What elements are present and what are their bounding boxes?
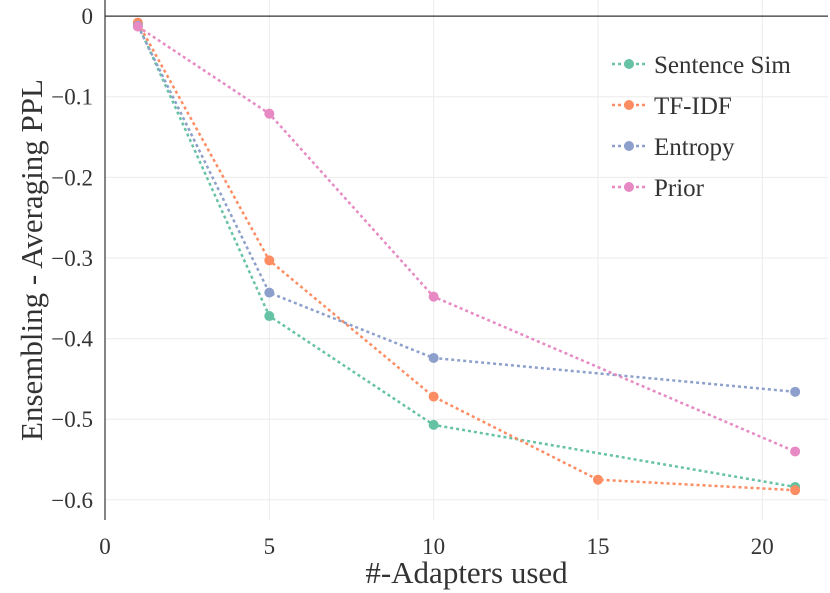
x-tick-label: 5 (264, 534, 276, 559)
x-tick-label: 20 (751, 534, 774, 559)
y-tick-label: −0.5 (51, 407, 93, 432)
legend-marker (624, 141, 634, 151)
series-line (136, 21, 796, 492)
data-point (264, 311, 275, 322)
data-point (790, 446, 801, 457)
data-point (790, 386, 801, 397)
series-line (137, 25, 796, 453)
legend-label: Entropy (654, 134, 735, 161)
axes (104, 0, 828, 520)
legend-marker (624, 100, 634, 110)
data-point (428, 391, 439, 402)
grid (104, 0, 828, 520)
data-point (428, 419, 439, 430)
data-point (428, 291, 439, 302)
y-tick-label: −0.1 (51, 85, 93, 110)
x-axis-label: #-Adapters used (365, 555, 568, 590)
series-line (136, 25, 796, 394)
data-point (264, 108, 275, 119)
data-point (264, 255, 275, 266)
legend-marker (624, 182, 634, 192)
data-point (428, 352, 439, 363)
x-tick-label: 15 (586, 534, 609, 559)
legend-label: Sentence Sim (654, 52, 791, 79)
legend-label: TF-IDF (654, 93, 732, 120)
y-tick-label: 0 (82, 4, 94, 29)
data-point (132, 21, 143, 32)
y-tick-label: −0.4 (51, 327, 93, 352)
data-point (790, 485, 801, 496)
legend-label: Prior (654, 175, 705, 202)
tick-labels: 0−0.1−0.2−0.3−0.4−0.5−0.60 5 10 15 20 (51, 4, 774, 559)
data-point (592, 474, 603, 485)
legend-marker (624, 59, 634, 69)
legend: Sentence Sim TF-IDF Entropy Prior (612, 52, 791, 202)
y-axis-label: Ensembling - Averaging PPL (14, 79, 49, 441)
y-tick-label: −0.6 (51, 488, 93, 513)
y-tick-label: −0.2 (51, 165, 93, 190)
series-lines (132, 17, 801, 496)
y-tick-label: −0.3 (51, 246, 93, 271)
x-tick-label: 10 (422, 534, 445, 559)
x-tick-label: 0 (99, 534, 111, 559)
data-point (264, 287, 275, 298)
